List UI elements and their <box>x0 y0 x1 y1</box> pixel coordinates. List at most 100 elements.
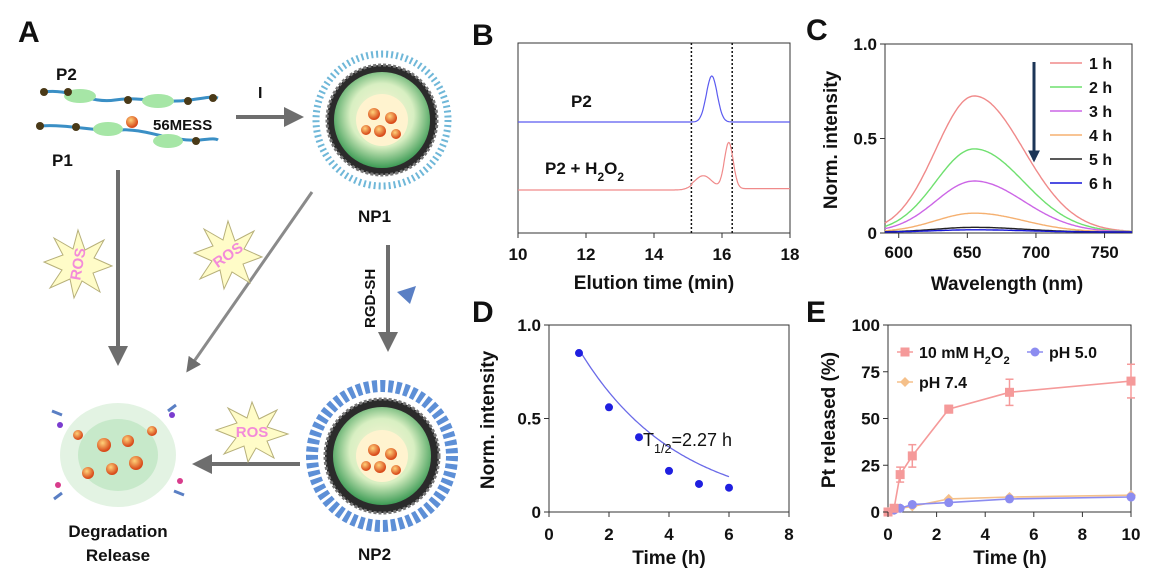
chart-b-chromatogram: 10 12 14 16 18 P2 P2 + H2O2 Elution time (mi… <box>509 42 799 294</box>
label-release: Release <box>86 546 150 565</box>
panel-a-schematic: A P2 P1 56MESS I <box>18 16 458 565</box>
chart-c-xtick-label-1: 650 <box>953 243 981 262</box>
chart-e-xtick-label-5: 10 <box>1122 525 1141 544</box>
chart-d-xtick-label-2: 4 <box>664 525 674 544</box>
chart-c-spectra: 600 650 700 750 0 0.5 1.0 1 h 2 h 3 h 4 h 5 h 6 h W… <box>821 35 1133 295</box>
chart-d-annotation-rest: =2.27 h <box>672 430 733 450</box>
chart-e-xtick-label-0: 0 <box>883 525 892 544</box>
chart-e-ylabel: Pt released (%) <box>819 352 840 488</box>
chart-e-ytick-label-0: 0 <box>871 503 880 522</box>
chart-b-series-label-p2-h2o2: P2 + H2O2 <box>545 159 624 184</box>
chart-d-point-2 <box>635 433 643 442</box>
polymer-p2-chain-icon <box>40 88 219 108</box>
chart-d-xtick-label-0: 0 <box>544 525 553 544</box>
chart-b-trace-0 <box>518 75 790 123</box>
chart-c-ytick-label-0: 0 <box>868 224 877 243</box>
chart-e-point-0-2 <box>895 470 905 480</box>
label-np2: NP2 <box>358 545 391 564</box>
chart-d-point-3 <box>665 466 673 475</box>
chart-c-ytick-label-1: 0.5 <box>853 130 877 149</box>
polymer-p1-chain-icon <box>36 122 219 148</box>
chart-c-xtick-label-2: 700 <box>1022 243 1050 262</box>
chart-e-xtick-label-4: 8 <box>1078 525 1087 544</box>
chart-d-ytick-label-2: 1.0 <box>517 316 541 335</box>
chart-e-legend-label-0-part-3: 2 <box>1003 355 1009 367</box>
chart-e-point-0-6 <box>1126 376 1136 386</box>
chart-e-legend-marker-0 <box>900 347 910 357</box>
chart-e-legend-marker-1 <box>1030 347 1040 357</box>
chart-c-legend-label-5: 6 h <box>1089 176 1112 193</box>
chart-b-series-label-p2: P2 <box>571 92 592 111</box>
chart-b-xtick-label-3: 16 <box>713 245 732 264</box>
chart-e-xtick-label-3: 6 <box>1029 525 1038 544</box>
chart-e-xtick-label-1: 2 <box>932 525 941 544</box>
panel-letter-e: E <box>806 296 826 329</box>
label-p1: P1 <box>52 151 73 170</box>
ros-label-1: ROS <box>67 247 89 282</box>
chart-e-legend-label-0: 10 mM H2O2 <box>919 345 1010 367</box>
chart-e-point-1-5 <box>1005 494 1014 504</box>
chart-e-xtick-label-2: 4 <box>980 525 990 544</box>
label-step: I <box>258 85 262 102</box>
panel-letter-b: B <box>472 19 494 52</box>
chart-c-xtick-label-3: 750 <box>1090 243 1118 262</box>
chart-c-legend-label-0: 1 h <box>1089 56 1112 73</box>
degraded-nanoparticle-icon <box>51 403 185 507</box>
chart-e-legend-label-2: pH 7.4 <box>919 375 967 392</box>
chart-b-series-label-p2-h2o2-part-3: 2 <box>617 170 624 184</box>
chart-e-xlabel: Time (h) <box>973 548 1047 569</box>
chart-c-xtick-label-0: 600 <box>885 243 913 262</box>
chart-b-trace-1 <box>518 141 790 191</box>
rgd-peptide-icon <box>397 286 416 304</box>
chart-e-legend-label-0-part-1: 2 <box>985 355 991 367</box>
ros-burst-1-icon: ROS <box>42 228 114 300</box>
chart-b-frame <box>517 42 791 234</box>
chart-e-point-0-4 <box>944 404 954 414</box>
chart-e-ytick-label-2: 50 <box>861 410 880 429</box>
chart-e-point-0-1 <box>889 503 899 513</box>
chart-e-point-1-4 <box>944 498 954 508</box>
chart-d-xtick-label-4: 8 <box>784 525 793 544</box>
chart-c-legend-label-2: 3 h <box>1089 104 1112 121</box>
chart-d-point-1 <box>605 403 613 412</box>
drug-molecule-icon <box>126 116 138 128</box>
chart-d-xtick-label-3: 6 <box>724 525 733 544</box>
chart-c-legend-label-3: 4 h <box>1089 128 1112 145</box>
chart-b-xtick-label-0: 10 <box>509 245 528 264</box>
chart-e-legend-label-2-part-0: pH 7.4 <box>919 375 967 392</box>
chart-e-legend-label-1-part-0: pH 5.0 <box>1049 345 1097 362</box>
chart-c-curve-1 <box>884 148 1132 233</box>
chart-d-decay: 0 2 4 6 8 0 0.5 1.0 T1/2=2.27 h Time (h) Norm. … <box>478 316 794 569</box>
chart-e-point-0-3 <box>907 451 917 461</box>
chart-d-xtick-label-1: 2 <box>604 525 613 544</box>
nanoparticle-np1-icon <box>312 50 452 190</box>
label-rgd: RGD-SH <box>362 269 379 328</box>
chart-d-xlabel: Time (h) <box>632 548 706 569</box>
chart-e-point-1-3 <box>907 500 917 510</box>
label-drug: 56MESS <box>153 117 212 134</box>
chart-d-frame <box>548 324 790 513</box>
chart-d-annotation: T1/2=2.27 h <box>643 430 732 456</box>
chart-d-point-0 <box>575 349 583 358</box>
chart-c-curve-0 <box>884 95 1132 232</box>
panel-letter-d: D <box>472 296 494 329</box>
chart-b-series-label-p2-part-0: P2 <box>571 92 592 111</box>
label-p2: P2 <box>56 65 77 84</box>
chart-c-legend-label-4: 5 h <box>1089 152 1112 169</box>
ros-label-3: ROS <box>236 424 269 441</box>
chart-e-point-0-5 <box>1005 387 1014 397</box>
chart-d-ylabel: Norm. intensity <box>478 350 499 489</box>
chart-c-curve-3 <box>884 212 1132 233</box>
chart-b-xlabel: Elution time (min) <box>574 273 734 294</box>
label-degradation: Degradation <box>68 522 167 541</box>
chart-c-curve-5 <box>885 229 1132 233</box>
chart-e-ytick-label-3: 75 <box>861 363 880 382</box>
chart-e-legend-label-0-part-2: O <box>991 345 1003 362</box>
chart-d-point-4 <box>695 479 703 488</box>
chart-b-series-label-p2-h2o2-part-1: 2 <box>597 170 604 184</box>
chart-b-xtick-label-1: 12 <box>577 245 596 264</box>
nanoparticle-np2-icon <box>306 380 458 532</box>
chart-e-legend-label-0-part-0: 10 mM H <box>919 345 985 362</box>
